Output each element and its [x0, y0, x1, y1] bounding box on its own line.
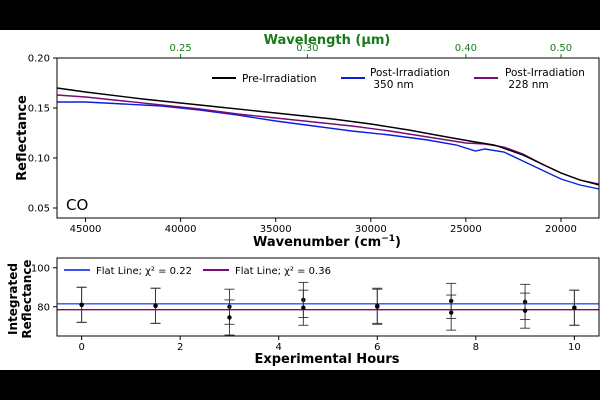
bottom-plot-frame: [56, 257, 600, 337]
spectra-legend: Pre-Irradiation Post-Irradiation 350 nm …: [212, 67, 585, 91]
integrated-reflectance-panel: 0 2 4 6 8 10 80 100 Experimental Hours Integrat…: [6, 257, 600, 367]
wavelength-tick-label: 0.30: [296, 43, 318, 54]
hours-tick-label: 4: [276, 342, 282, 353]
data-point: [79, 302, 84, 307]
data-point: [227, 315, 232, 320]
y-tick-label: 0.15: [28, 104, 50, 115]
wavelength-axis-label: Wavelength (µm): [264, 33, 391, 48]
data-point: [375, 304, 380, 309]
data-point: [301, 305, 306, 310]
wavelength-tick-label: 0.40: [455, 43, 477, 54]
post-350nm-line: [57, 101, 600, 190]
flat-line-legend: Flat Line; χ² = 0.22 Flat Line; χ² = 0.3…: [64, 266, 331, 277]
reflectance-panel: 45000 40000 35000 30000 25000 20000 0.05 0.10 0.…: [15, 33, 600, 250]
hours-tick-label: 2: [177, 342, 183, 353]
y-tick-label: 0.05: [28, 204, 50, 215]
legend-pre-label: Pre-Irradiation: [242, 73, 317, 85]
top-axis-ticks: 45000 40000 35000 30000 25000 20000 0.05 0.10 0.…: [28, 43, 577, 235]
x-tick-label: 45000: [70, 224, 102, 235]
co-annotation: CO: [66, 196, 88, 214]
legend-flat-036-label: Flat Line; χ² = 0.36: [235, 266, 331, 277]
wavenumber-axis-label: Wavenumber (cm−1): [253, 234, 401, 250]
hours-axis-label: Experimental Hours: [254, 352, 399, 367]
pre-irradiation-line: [56, 87, 600, 186]
hours-tick-label: 0: [78, 342, 84, 353]
hours-tick-label: 10: [568, 342, 581, 353]
figure-background: [0, 30, 600, 370]
top-plot-frame: [56, 57, 600, 219]
hours-tick-label: 6: [374, 342, 380, 353]
data-point: [572, 305, 577, 310]
data-point: [522, 308, 528, 313]
x-tick-label: 25000: [450, 224, 482, 235]
hours-tick-label: 8: [473, 342, 479, 353]
y-tick-label: 0.10: [28, 154, 50, 165]
x-tick-label: 30000: [355, 224, 387, 235]
integrated-tick-label: 80: [37, 302, 50, 313]
integrated-marks: [57, 281, 599, 336]
bottom-axis-ticks: 0 2 4 6 8 10 80 100: [31, 263, 581, 353]
x-tick-label: 35000: [260, 224, 292, 235]
integrated-tick-label: 100: [31, 263, 50, 274]
reflectance-axis-label: Reflectance: [15, 95, 30, 181]
integrated-axis-label: IntegratedReflectance: [6, 259, 34, 338]
data-point: [153, 303, 158, 308]
data-point: [448, 310, 454, 315]
spectra-lines: [56, 87, 600, 190]
x-tick-label: 40000: [165, 224, 197, 235]
legend-350-label: Post-Irradiation 350 nm: [370, 67, 450, 91]
wavelength-tick-label: 0.50: [550, 43, 572, 54]
legend-228-label: Post-Irradiation 228 nm: [505, 67, 585, 91]
wavelength-tick-label: 0.25: [169, 43, 191, 54]
legend-flat-022-label: Flat Line; χ² = 0.22: [96, 266, 192, 277]
y-tick-label: 0.20: [28, 54, 50, 65]
x-tick-label: 20000: [545, 224, 577, 235]
